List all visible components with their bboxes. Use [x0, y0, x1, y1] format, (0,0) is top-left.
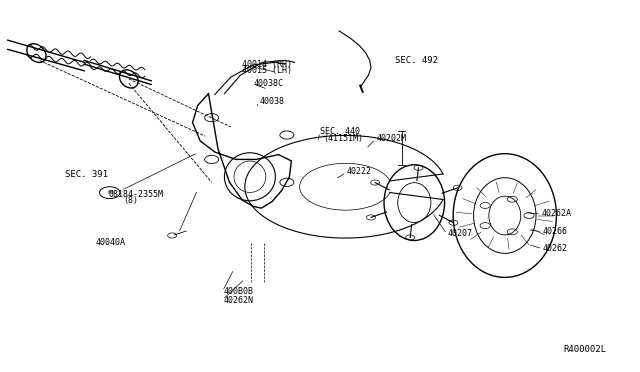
Text: 40262N: 40262N [223, 296, 253, 305]
Text: 40038C: 40038C [253, 79, 283, 88]
Text: 40266: 40266 [543, 227, 568, 235]
Text: (8): (8) [124, 196, 139, 205]
Text: (41151M): (41151M) [323, 134, 363, 142]
Text: M: M [107, 190, 113, 195]
Text: SEC. 440: SEC. 440 [320, 127, 360, 136]
Text: 08184-2355M: 08184-2355M [108, 190, 163, 199]
Text: 40207: 40207 [447, 229, 472, 238]
Text: 40262A: 40262A [541, 209, 572, 218]
Text: 40040A: 40040A [96, 238, 125, 247]
Text: 40015 (LH): 40015 (LH) [243, 66, 292, 75]
Text: 40202M: 40202M [376, 134, 406, 143]
Text: SEC. 391: SEC. 391 [65, 170, 108, 179]
Text: 40038: 40038 [259, 97, 284, 106]
Text: 40222: 40222 [347, 167, 372, 176]
Text: 400B0B: 400B0B [223, 287, 253, 296]
Text: SEC. 492: SEC. 492 [395, 56, 438, 65]
Text: 40014 (RH): 40014 (RH) [243, 60, 292, 69]
Text: 40262: 40262 [543, 244, 568, 253]
Text: R400002L: R400002L [563, 345, 606, 354]
